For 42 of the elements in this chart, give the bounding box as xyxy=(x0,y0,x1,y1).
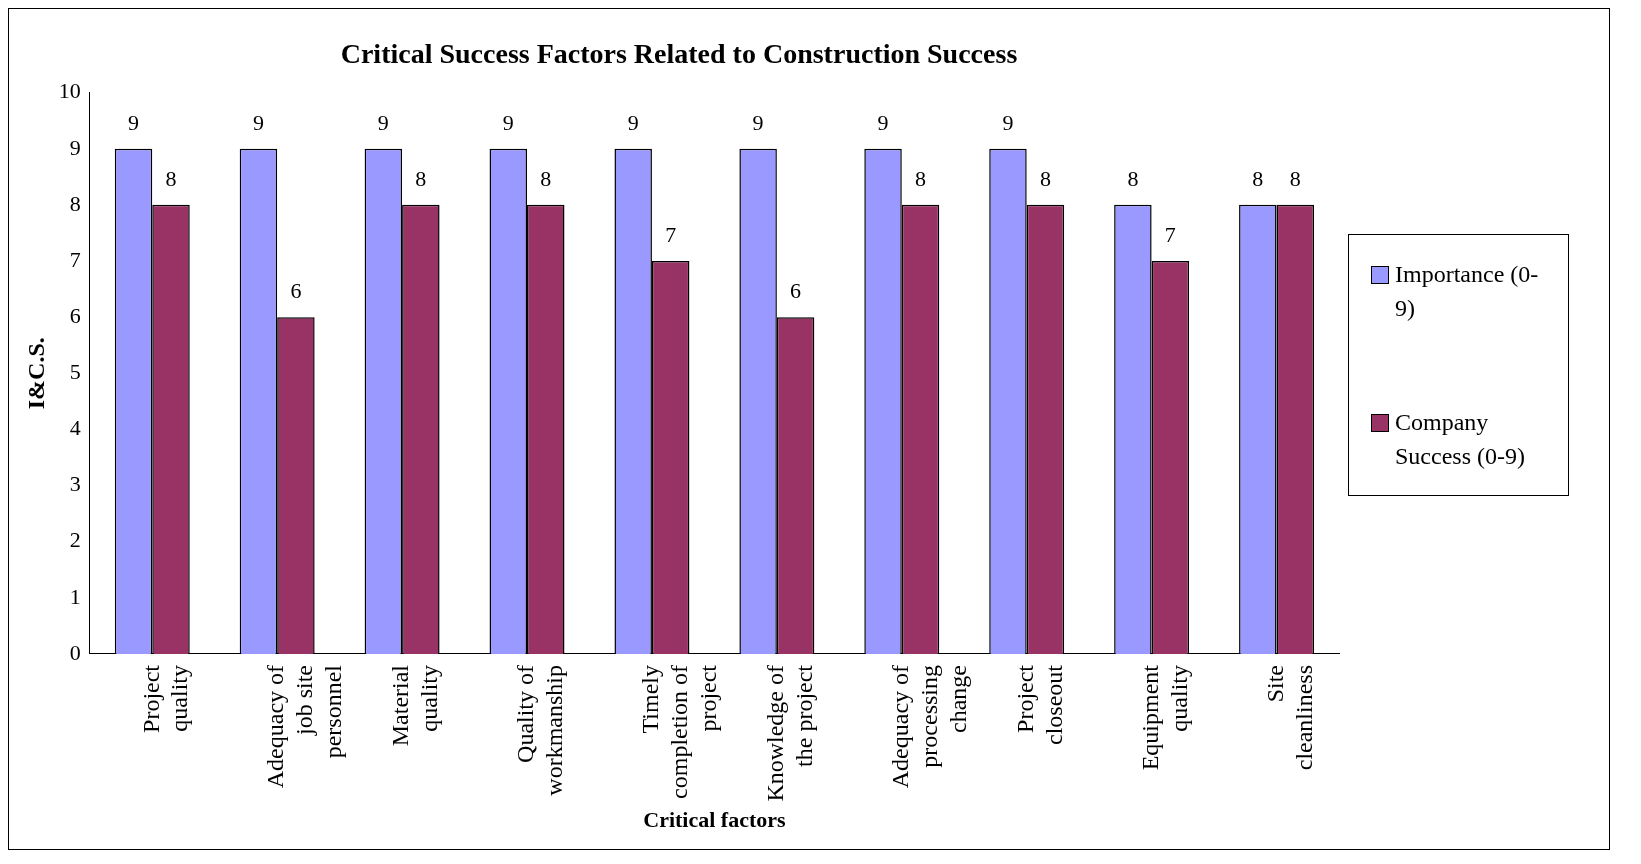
data-label: 6 xyxy=(290,277,302,303)
data-label: 9 xyxy=(377,109,389,135)
y-tick-label: 3 xyxy=(69,471,81,497)
data-label: 8 xyxy=(1039,165,1051,191)
y-tick-label: 9 xyxy=(69,134,81,160)
y-axis-title: I&C.S. xyxy=(22,337,49,410)
x-tick-label: Material quality xyxy=(387,664,443,747)
y-tick-label: 5 xyxy=(69,359,81,385)
data-label: 8 xyxy=(165,165,177,191)
y-tick-label: 0 xyxy=(69,639,81,665)
data-label: 9 xyxy=(502,109,514,135)
legend-label: Importance (0-9) xyxy=(1395,260,1540,323)
x-tick-label: Adequacy of job site personnel xyxy=(262,664,347,789)
y-tick-label: 6 xyxy=(69,302,81,328)
data-label: 6 xyxy=(790,277,802,303)
data-label: 9 xyxy=(752,109,764,135)
data-label: 9 xyxy=(252,109,264,135)
x-tick-label: Project quality xyxy=(137,664,193,733)
data-label: 8 xyxy=(1289,165,1301,191)
x-axis-title: Critical factors xyxy=(643,807,786,833)
data-label: 7 xyxy=(1164,221,1176,247)
y-tick-label: 4 xyxy=(69,415,81,441)
y-tick-label: 10 xyxy=(58,78,81,104)
data-label: 8 xyxy=(540,165,552,191)
data-label: 7 xyxy=(665,221,677,247)
data-label: 8 xyxy=(1127,165,1139,191)
y-tick-label: 8 xyxy=(69,190,81,216)
x-tick-label: Timely completion of project xyxy=(637,664,721,799)
data-label: 9 xyxy=(877,109,889,135)
data-label: 8 xyxy=(915,165,927,191)
data-label: 8 xyxy=(415,165,427,191)
data-label: 9 xyxy=(1002,109,1014,135)
x-tick-label: Equipment quality xyxy=(1136,664,1192,771)
y-tick-label: 7 xyxy=(69,246,81,272)
x-tick-label: Adequacy of processing change xyxy=(887,664,971,789)
data-label: 9 xyxy=(627,109,639,135)
data-label: 9 xyxy=(128,109,140,135)
y-tick-label: 1 xyxy=(69,583,81,609)
data-label: 8 xyxy=(1252,165,1264,191)
y-tick-label: 2 xyxy=(69,527,81,553)
chart-title: Critical Success Factors Related to Construction Success xyxy=(340,38,1018,70)
legend-label: Company Success (0-9) xyxy=(1395,408,1526,471)
